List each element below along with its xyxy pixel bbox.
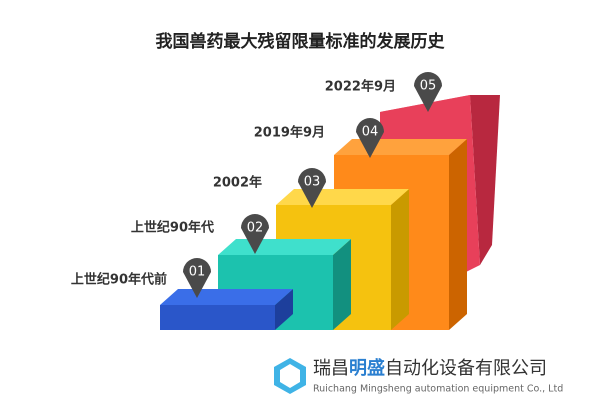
pin-marker [241, 214, 269, 254]
company-english: Ruichang Mingsheng automation equipment … [313, 384, 563, 395]
company-suffix: 自动化设备有限公司 [385, 358, 547, 379]
step-label: 上世纪90年代前 [71, 272, 167, 288]
pin-number: 03 [304, 175, 321, 190]
block-side [275, 289, 293, 330]
block-side [333, 239, 351, 330]
step-label: 2019年9月 [254, 125, 325, 141]
pin-marker [414, 72, 442, 112]
block-front [160, 305, 275, 330]
pins: 01 上世纪90年代前 02 上世纪90年代 03 2002年 04 2019年9月 05 202… [71, 72, 442, 298]
pin-number: 04 [362, 125, 379, 140]
block-top [276, 189, 409, 205]
step-label: 上世纪90年代 [131, 220, 214, 236]
pin-number: 05 [420, 79, 437, 94]
pin-marker [298, 168, 326, 208]
logo: 瑞昌明盛自动化设备有限公司 Ruichang Mingsheng automat… [274, 357, 563, 395]
title: 我国兽药最大残留限量标准的发展历史 [156, 31, 446, 52]
block-side [391, 189, 409, 330]
logo-icon-inner [280, 364, 300, 388]
block-top [334, 139, 467, 155]
company-highlight: 明盛 [349, 357, 385, 379]
pin-number: 02 [247, 221, 264, 236]
block-side [449, 139, 467, 330]
pin-marker [356, 118, 384, 158]
pin-marker [183, 258, 211, 298]
step-label: 2002年 [213, 175, 262, 191]
block-top [160, 289, 293, 305]
block-top [218, 239, 351, 255]
step-label: 2022年9月 [325, 79, 396, 95]
company-prefix: 瑞昌 [313, 358, 349, 379]
pin-number: 01 [189, 265, 206, 280]
steps [160, 95, 500, 330]
company-name: 瑞昌明盛自动化设备有限公司 [313, 357, 547, 379]
